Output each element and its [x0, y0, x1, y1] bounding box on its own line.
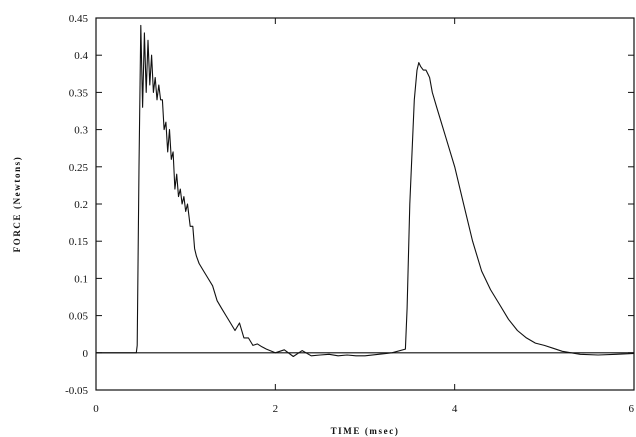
y-tick-label: 0	[83, 348, 89, 360]
x-tick-label: 4	[452, 403, 458, 415]
y-tick-label: 0.2	[74, 199, 88, 211]
y-tick-label: 0.25	[69, 162, 89, 174]
y-axis-title: FORCE (Newtons)	[12, 156, 22, 253]
y-tick-label: 0.35	[69, 87, 89, 99]
series-line	[96, 24, 635, 358]
plot-frame	[95, 17, 635, 391]
x-axis-title: TIME (msec)	[331, 426, 400, 436]
x-tick-label: 0	[93, 403, 99, 415]
plot-border	[95, 17, 635, 391]
x-axis-ticks: 0 2 4 6	[93, 18, 635, 415]
y-axis-ticks: -0.05 0 0.05 0.1 0.15 0.2 0.25 0.3 0.35 0.4 0.45	[65, 13, 634, 397]
y-tick-label: 0.15	[69, 236, 89, 248]
series-layer	[96, 24, 635, 358]
y-tick-label: 0.1	[74, 273, 88, 285]
y-tick-label: 0.45	[69, 13, 89, 25]
y-tick-label: 0.05	[69, 311, 89, 323]
x-tick-label: 2	[273, 403, 279, 415]
y-tick-label: 0.4	[74, 50, 88, 62]
y-tick-label: -0.05	[65, 385, 88, 397]
x-tick-label: 6	[629, 403, 635, 415]
y-tick-label: 0.3	[74, 125, 88, 137]
